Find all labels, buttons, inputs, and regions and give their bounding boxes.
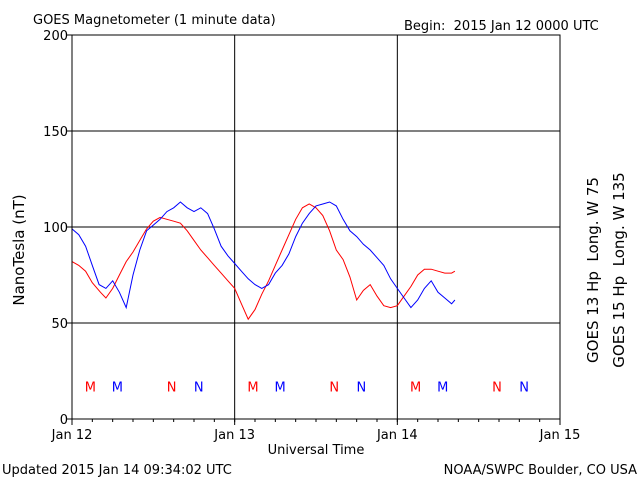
legend-goes15: GOES 15 Hp Long. W 135 <box>610 172 628 367</box>
chart-title: GOES Magnetometer (1 minute data) <box>33 13 276 28</box>
x-tick-labels: Jan 12 Jan 13 Jan 14 Jan 15 <box>51 428 581 443</box>
midnight-marker: M <box>274 380 285 395</box>
series-layer <box>71 201 456 321</box>
plot-frame <box>71 34 561 420</box>
credit-label: NOAA/SWPC Boulder, CO USA <box>444 463 637 478</box>
x-tick-label: Jan 14 <box>376 428 418 443</box>
y-tick-labels: 0 50 100 150 200 <box>43 29 68 428</box>
x-tick-label: Jan 12 <box>51 428 93 443</box>
y-tick-label: 200 <box>43 29 68 44</box>
x-tick-label: Jan 15 <box>539 428 581 443</box>
midnight-marker: M <box>437 380 448 395</box>
updated-timestamp: Updated 2015 Jan 14 09:34:02 UTC <box>2 463 232 478</box>
y-tick-label: 150 <box>43 125 68 140</box>
plot-grid <box>66 34 561 425</box>
midnight-marker: M <box>247 380 258 395</box>
midnight-marker: M <box>112 380 123 395</box>
noon-marker: N <box>167 380 177 395</box>
legend-goes13: GOES 13 Hp Long. W 75 <box>584 177 602 363</box>
series-goes15-line <box>71 201 456 310</box>
noon-marker: N <box>357 380 367 395</box>
noon-marker: N <box>194 380 204 395</box>
noon-marker: N <box>519 380 529 395</box>
y-tick-label: 100 <box>43 221 68 236</box>
series-goes13-line <box>71 203 456 321</box>
y-tick-label: 0 <box>60 413 68 428</box>
x-tick-label: Jan 13 <box>213 428 255 443</box>
noon-marker: N <box>492 380 502 395</box>
midnight-marker: M <box>410 380 421 395</box>
y-axis-label: NanoTesla (nT) <box>10 194 28 305</box>
begin-label: Begin: 2015 Jan 12 0000 UTC <box>404 19 599 34</box>
x-axis-label: Universal Time <box>268 443 365 458</box>
noon-marker: N <box>329 380 339 395</box>
y-tick-label: 50 <box>51 317 68 332</box>
midnight-marker: M <box>85 380 96 395</box>
